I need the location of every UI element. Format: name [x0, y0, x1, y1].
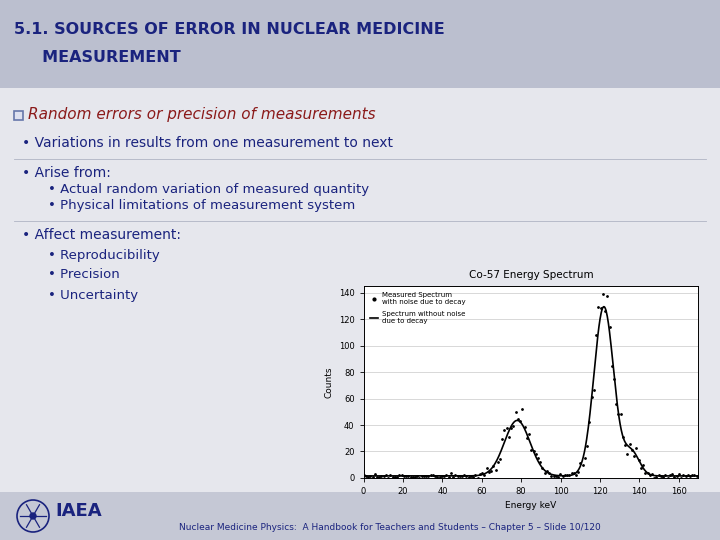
- Bar: [14, 111, 23, 119]
- Text: Random errors or precision of measurements: Random errors or precision of measuremen…: [28, 107, 376, 123]
- Title: Co-57 Energy Spectrum: Co-57 Energy Spectrum: [469, 270, 593, 280]
- Text: MEASUREMENT: MEASUREMENT: [14, 50, 181, 64]
- Text: • Reproducibility: • Reproducibility: [48, 248, 160, 261]
- FancyBboxPatch shape: [0, 492, 720, 540]
- Legend: Measured Spectrum
with noise due to decay, Spectrum without noise
due to decay: Measured Spectrum with noise due to deca…: [367, 289, 468, 327]
- Text: • Physical limitations of measurement system: • Physical limitations of measurement sy…: [48, 199, 355, 213]
- Y-axis label: Counts: Counts: [324, 366, 333, 398]
- Text: • Affect measurement:: • Affect measurement:: [22, 228, 181, 242]
- Text: • Variations in results from one measurement to next: • Variations in results from one measure…: [22, 136, 393, 150]
- Text: IAEA: IAEA: [55, 502, 102, 520]
- Circle shape: [30, 513, 36, 519]
- X-axis label: Energy keV: Energy keV: [505, 502, 557, 510]
- Text: Nuclear Medicine Physics:  A Handbook for Teachers and Students – Chapter 5 – Sl: Nuclear Medicine Physics: A Handbook for…: [179, 523, 601, 531]
- Text: • Uncertainty: • Uncertainty: [48, 288, 138, 301]
- FancyBboxPatch shape: [0, 0, 720, 88]
- Text: • Arise from:: • Arise from:: [22, 166, 111, 180]
- Text: 5.1. SOURCES OF ERROR IN NUCLEAR MEDICINE: 5.1. SOURCES OF ERROR IN NUCLEAR MEDICIN…: [14, 23, 445, 37]
- Text: • Actual random variation of measured quantity: • Actual random variation of measured qu…: [48, 184, 369, 197]
- FancyBboxPatch shape: [0, 88, 720, 492]
- Text: • Precision: • Precision: [48, 268, 120, 281]
